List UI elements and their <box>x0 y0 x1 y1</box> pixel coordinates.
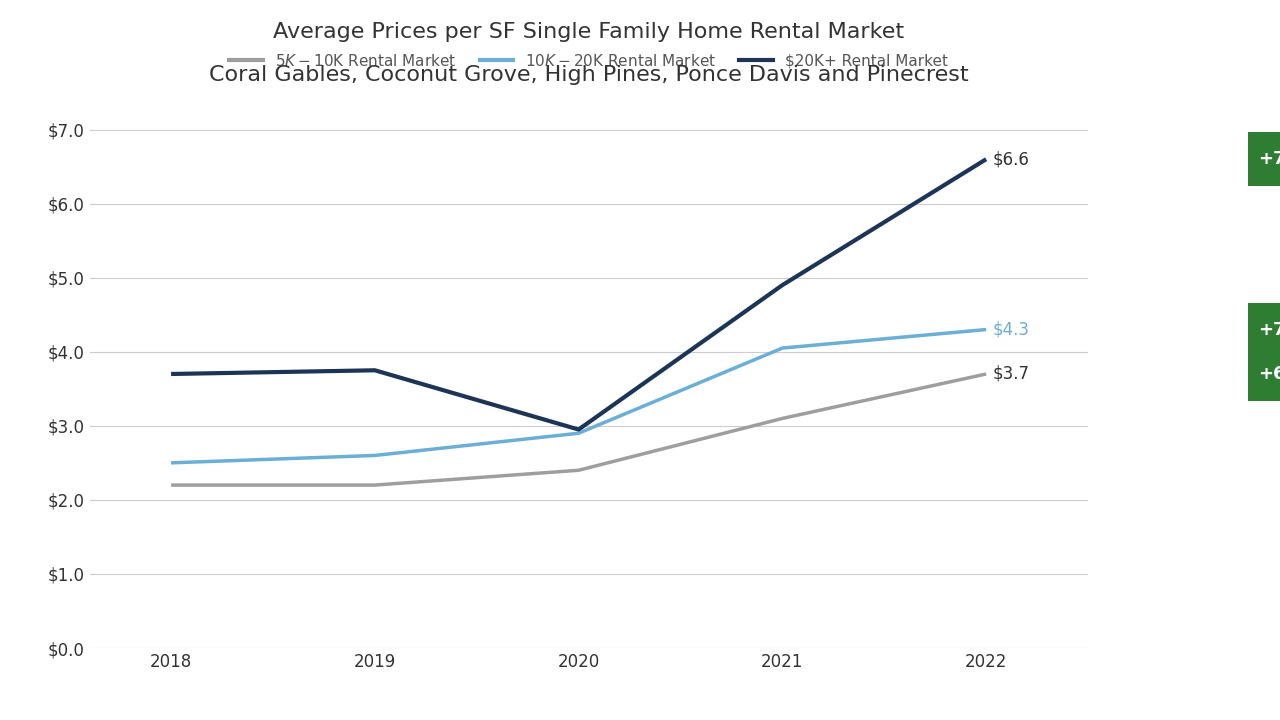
Legend: $5K-$10K Rental Market, $10K-$20K Rental Market, $20K+ Rental Market: $5K-$10K Rental Market, $10K-$20K Rental… <box>223 47 955 75</box>
Text: Coral Gables, Coconut Grove, High Pines, Ponce Davis and Pinecrest: Coral Gables, Coconut Grove, High Pines,… <box>209 65 969 85</box>
Text: +76%: +76% <box>1258 320 1280 338</box>
Text: Average Prices per SF Single Family Home Rental Market: Average Prices per SF Single Family Home… <box>273 22 905 42</box>
Text: $6.6: $6.6 <box>993 150 1030 168</box>
Text: $4.3: $4.3 <box>993 320 1030 338</box>
Text: $3.7: $3.7 <box>993 365 1030 383</box>
Text: +67%: +67% <box>1258 365 1280 383</box>
Text: +79%: +79% <box>1258 150 1280 168</box>
